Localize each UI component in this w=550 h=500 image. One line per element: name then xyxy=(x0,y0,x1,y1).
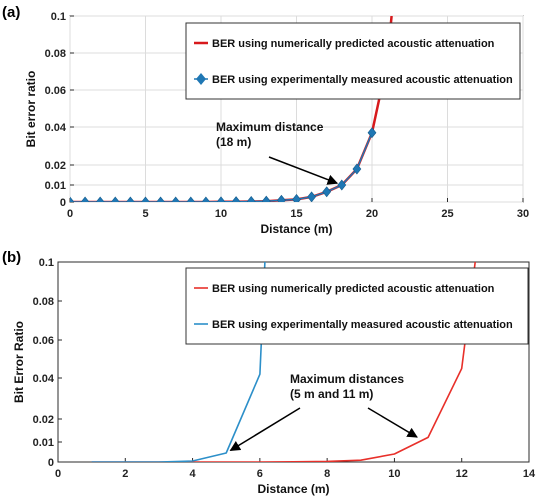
chart-panel-a: 0 5 10 15 20 25 30 0 0.01 0.02 0.04 0.06 0.08 0.1 Dist… xyxy=(2,4,529,236)
y-tick-label: 0.1 xyxy=(39,257,54,269)
data-point-marker xyxy=(80,196,90,202)
series-2 xyxy=(91,262,266,462)
x-tick-label: 10 xyxy=(215,208,227,220)
y-tick-label: 0.1 xyxy=(51,11,66,23)
x-tick-label: 25 xyxy=(441,208,453,220)
y-tick-label: 0.02 xyxy=(45,160,66,172)
data-point-marker xyxy=(110,196,120,202)
y-tick-label: 0.06 xyxy=(33,335,54,347)
x-tick-label: 8 xyxy=(324,468,330,480)
y-tick-label: 0.04 xyxy=(33,373,55,385)
x-tick-label: 5 xyxy=(142,208,148,220)
y-tick-label: 0.04 xyxy=(45,122,67,134)
y-tick-label: 0.02 xyxy=(33,414,54,426)
annotation-arrow xyxy=(229,407,301,452)
series-line xyxy=(91,262,266,462)
x-tick-label: 12 xyxy=(456,468,468,480)
data-point-marker xyxy=(367,127,377,139)
legend-entry: BER using experimentally measured acoust… xyxy=(212,319,513,331)
x-tick-label: 30 xyxy=(517,208,529,220)
data-point-marker xyxy=(171,196,181,202)
data-point-marker xyxy=(292,193,301,202)
data-point-marker xyxy=(231,196,241,202)
legend: BER using numerically predicted acoustic… xyxy=(185,267,529,345)
data-point-marker xyxy=(201,196,211,202)
x-tick-label: 0 xyxy=(67,208,73,220)
y-tick-label: 0.08 xyxy=(33,296,54,308)
data-point-marker xyxy=(307,191,316,202)
panel-label: (b) xyxy=(2,249,21,266)
series-line xyxy=(91,262,476,462)
y-tick-label: 0 xyxy=(60,197,66,209)
x-tick-label: 15 xyxy=(290,208,302,220)
data-point-marker xyxy=(216,196,226,202)
x-tick-label: 6 xyxy=(257,468,263,480)
data-point-marker xyxy=(277,194,286,202)
series-1 xyxy=(91,262,476,462)
chart-panel-b: 0 2 4 6 8 10 12 14 0 0.01 0.02 0.04 0.06 0.08 0.1 Dista… xyxy=(2,249,536,496)
data-point-marker xyxy=(95,196,105,202)
data-point-marker xyxy=(352,163,362,175)
data-point-marker xyxy=(141,196,150,202)
y-tick-label: 0 xyxy=(48,457,54,469)
y-tick-label: 0.01 xyxy=(33,437,54,449)
y-axis-label: Bit error ratio xyxy=(24,71,38,148)
data-point-marker xyxy=(322,186,332,198)
legend-entry: BER using numerically predicted acoustic… xyxy=(212,38,495,50)
legend-entry: BER using numerically predicted acoustic… xyxy=(212,283,495,295)
data-point-marker xyxy=(186,196,196,202)
data-point-marker xyxy=(126,196,135,202)
data-point-marker xyxy=(156,196,165,202)
data-point-marker xyxy=(337,179,347,191)
annotation-arrow xyxy=(367,407,418,438)
data-point-marker xyxy=(246,196,256,202)
annotation-text: (5 m and 11 m) xyxy=(290,387,373,401)
x-tick-label: 2 xyxy=(122,468,128,480)
y-tick-label: 0.06 xyxy=(45,85,66,97)
x-tick-label: 10 xyxy=(388,468,400,480)
x-tick-label: 20 xyxy=(366,208,378,220)
legend-entry: BER using experimentally measured acoust… xyxy=(212,74,513,86)
data-point-marker xyxy=(70,196,75,202)
annotation-text: Maximum distance xyxy=(216,120,324,134)
y-axis-label: Bit Error Ratio xyxy=(12,321,26,403)
legend: BER using numerically predicted acoustic… xyxy=(185,22,521,100)
x-tick-label: 14 xyxy=(523,468,536,480)
legend-box xyxy=(185,22,521,100)
legend-box xyxy=(185,267,529,345)
x-axis-label: Distance (m) xyxy=(260,222,332,236)
x-axis-label: Distance (m) xyxy=(257,482,329,496)
panel-label: (a) xyxy=(2,4,20,21)
annotation-text: Maximum distances xyxy=(290,372,404,386)
x-tick-label: 4 xyxy=(190,468,197,480)
x-tick-label: 0 xyxy=(55,468,61,480)
annotation-arrow xyxy=(268,156,339,185)
y-tick-label: 0.08 xyxy=(45,48,66,60)
data-point-marker xyxy=(261,195,271,202)
series-2 xyxy=(70,127,377,202)
y-tick-label: 0.01 xyxy=(45,180,66,192)
legend-marker xyxy=(196,73,206,85)
annotation-text: (18 m) xyxy=(216,135,251,149)
